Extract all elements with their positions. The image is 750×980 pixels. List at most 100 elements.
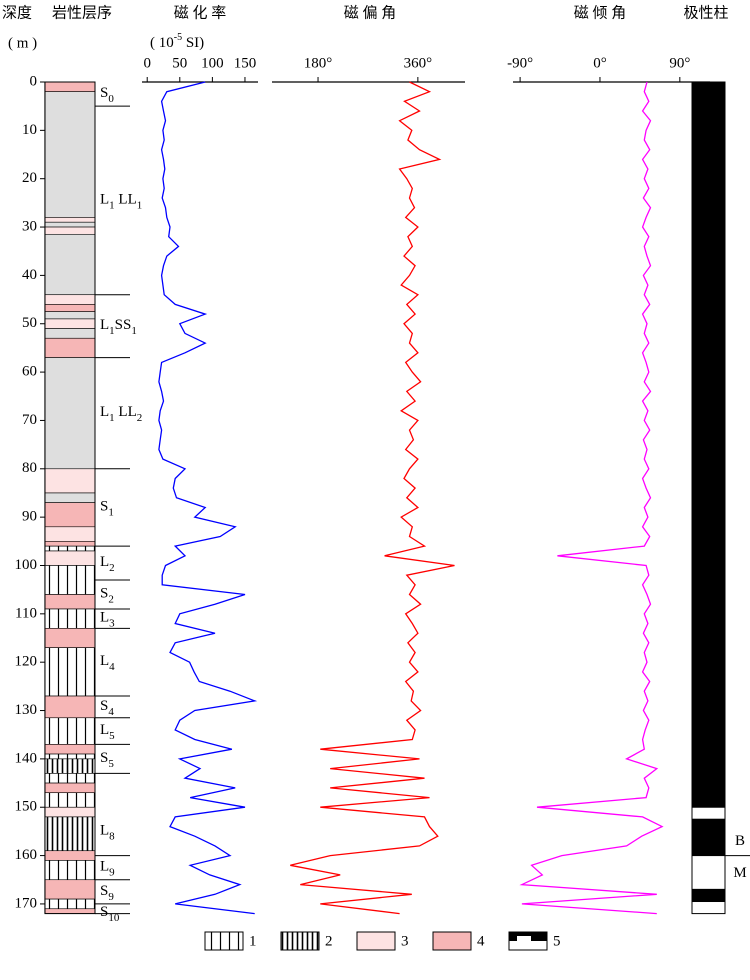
unit-label-sub: 1 — [137, 199, 143, 211]
depth-tick-label: 10 — [22, 122, 37, 138]
depth-tick-label: 170 — [15, 895, 38, 911]
legend-swatch-part — [517, 936, 531, 941]
unit-label: S9 — [100, 883, 114, 902]
unit-label: L9 — [100, 859, 115, 878]
unit-label: L3 — [100, 610, 115, 629]
unit-label-base: L — [100, 318, 109, 334]
legend-label: 5 — [553, 933, 561, 949]
x-tick-label: 180° — [304, 55, 333, 71]
lithology-layer — [44, 758, 96, 774]
unit-part: SI) — [182, 35, 204, 51]
lithology-layer — [44, 860, 96, 881]
lithology-layer — [44, 908, 96, 914]
legend-swatch — [204, 931, 244, 951]
susceptibility-unit: ( 10-5 SI) — [150, 32, 204, 51]
unit-label: L8 — [100, 823, 115, 842]
depth-tick-label: 20 — [22, 170, 37, 186]
unit-label-sub: 2 — [108, 593, 114, 605]
lithology-layer — [44, 357, 96, 470]
lithology-layer — [44, 565, 96, 595]
declination-title: 磁 偏 角 — [344, 4, 397, 21]
x-tick-label: 90° — [669, 55, 690, 71]
x-tick-label: 150 — [234, 55, 257, 71]
lithology-layer — [44, 545, 96, 552]
lithology-layer — [44, 550, 96, 566]
unit-label-sub: 9 — [109, 866, 115, 878]
x-tick-label: -90° — [507, 55, 533, 71]
unit-label-sub: 4 — [108, 705, 114, 717]
inclination-title: 磁 倾 角 — [574, 4, 627, 21]
lithology-layer — [44, 81, 96, 92]
polarity-interval — [691, 855, 726, 890]
unit-label: S0 — [100, 86, 114, 105]
lithology-layer — [44, 328, 96, 339]
lithology-layer — [44, 217, 96, 223]
polarity-interval — [691, 806, 726, 820]
unit-label-base: LL — [115, 405, 137, 421]
lithology-layer — [44, 879, 96, 900]
polarity-interval — [691, 888, 726, 903]
depth-tick-label: 0 — [30, 73, 38, 89]
unit-label-sub: 9 — [108, 890, 114, 902]
lithology-layer — [44, 628, 96, 648]
unit-label-sub: 1 — [131, 325, 137, 337]
depth-unit: ( m ) — [8, 35, 37, 51]
lithology-layer — [44, 753, 96, 760]
unit-label-base: L — [100, 823, 109, 839]
bm-label: M — [733, 865, 746, 881]
x-tick-label: 100 — [201, 55, 224, 71]
lithology-layer — [44, 492, 96, 503]
unit-label-base: SS — [115, 318, 132, 334]
unit-label-sub: 1 — [109, 199, 115, 211]
unit-exponent: -5 — [174, 32, 182, 43]
lithology-title: 岩性层序 — [52, 4, 112, 21]
lithology-layer — [44, 294, 96, 305]
unit-label-sub: 5 — [108, 757, 114, 769]
unit-label-base: S — [100, 698, 108, 714]
lithology-layer — [44, 91, 96, 218]
lithology-layer — [44, 502, 96, 528]
x-tick-label: 0° — [593, 55, 607, 71]
lithology-layer — [44, 898, 96, 910]
unit-label: L1SS1 — [100, 318, 137, 337]
lithology-layer — [44, 226, 96, 235]
depth-tick-label: 30 — [22, 218, 37, 234]
lithology-layer — [44, 318, 96, 329]
depth-tick-label: 70 — [22, 412, 37, 428]
x-tick-label: 0 — [143, 55, 151, 71]
legend-label: 1 — [249, 933, 257, 949]
unit-label-sub: 5 — [109, 730, 115, 742]
lithology-layer — [44, 311, 96, 320]
unit-label-base: S — [100, 883, 108, 899]
lithology-layer — [44, 792, 96, 808]
lithology-layer — [44, 468, 96, 494]
polarity-interval — [691, 81, 726, 808]
x-tick-label: 50 — [172, 55, 187, 71]
unit-label: L4 — [100, 654, 115, 673]
depth-title: 深度 — [2, 4, 32, 21]
depth-tick-label: 140 — [15, 750, 38, 766]
unit-label-base: L — [100, 555, 109, 571]
bm-label: B — [735, 833, 745, 849]
unit-label: S5 — [100, 750, 114, 769]
unit-label-base: S — [100, 904, 108, 920]
inclination-curve — [519, 81, 664, 915]
unit-label-base: LL — [115, 192, 137, 208]
lithology-frame — [44, 81, 96, 915]
polarity-interval — [691, 901, 726, 915]
lithology-layer — [44, 782, 96, 794]
legend-swatch — [356, 931, 396, 951]
depth-tick-label: 50 — [22, 315, 37, 331]
depth-tick-label: 120 — [15, 654, 38, 670]
lithology-layer — [44, 233, 96, 296]
lithology-layer — [44, 304, 96, 312]
legend-label: 2 — [325, 933, 333, 949]
unit-label-base: S — [100, 86, 108, 102]
unit-label-sub: 2 — [109, 562, 115, 574]
lithology-layer — [44, 337, 96, 358]
legend-label: 3 — [401, 933, 409, 949]
legend-label: 4 — [477, 933, 485, 949]
unit-label-base: S — [100, 586, 108, 602]
depth-tick-label: 150 — [15, 799, 38, 815]
